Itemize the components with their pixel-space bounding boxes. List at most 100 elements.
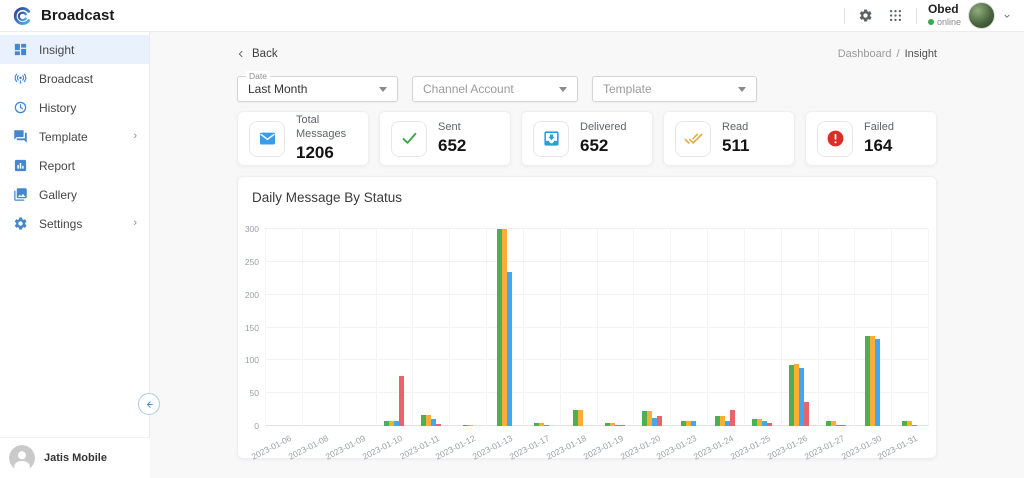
bar-group[interactable] xyxy=(449,229,486,426)
bar-delivered[interactable] xyxy=(578,409,584,426)
bar-read[interactable] xyxy=(875,338,881,426)
bar-read[interactable] xyxy=(911,425,917,426)
bar-read[interactable] xyxy=(799,368,804,426)
bar-group[interactable] xyxy=(891,229,928,426)
bar-group[interactable] xyxy=(486,229,523,426)
bar-group[interactable] xyxy=(560,229,597,426)
bar-delivered[interactable] xyxy=(467,425,473,426)
sidebar-collapse-button[interactable] xyxy=(138,393,160,415)
user-menu[interactable]: Obed online xyxy=(927,2,1012,29)
bar-group[interactable] xyxy=(412,229,449,426)
bar-sent[interactable] xyxy=(533,423,539,426)
sidebar-item-report[interactable]: Report xyxy=(0,151,149,180)
template-select[interactable]: Template xyxy=(592,76,757,102)
breadcrumb-dashboard[interactable]: Dashboard xyxy=(837,48,892,60)
bar-sent[interactable] xyxy=(901,420,907,426)
bar-delivered[interactable] xyxy=(646,410,652,426)
error-circle-icon xyxy=(817,120,853,157)
bar-group[interactable] xyxy=(707,229,744,426)
bar-group[interactable] xyxy=(596,229,633,426)
bar-delivered[interactable] xyxy=(388,420,394,426)
bar-sent[interactable] xyxy=(825,420,831,426)
bar-group[interactable] xyxy=(633,229,670,426)
bar-group[interactable] xyxy=(781,229,818,426)
bar-failed[interactable] xyxy=(543,424,549,426)
sidebar-item-template[interactable]: Template › xyxy=(0,122,149,151)
bar-delivered[interactable] xyxy=(609,422,615,426)
bar-failed[interactable] xyxy=(398,376,404,426)
org-avatar xyxy=(9,445,35,471)
settings-gear-button[interactable] xyxy=(856,6,875,25)
stat-value: 511 xyxy=(722,135,750,155)
bar-delivered[interactable] xyxy=(794,363,799,426)
bar-failed[interactable] xyxy=(656,416,662,426)
sidebar-item-gallery[interactable]: Gallery xyxy=(0,180,149,209)
bar-read[interactable] xyxy=(762,421,768,426)
bar-group[interactable] xyxy=(375,229,412,426)
bar-delivered[interactable] xyxy=(906,420,912,426)
user-avatar[interactable] xyxy=(968,2,995,29)
channel-account-select[interactable]: Channel Account xyxy=(412,76,578,102)
bar-failed[interactable] xyxy=(619,425,625,426)
bar-group[interactable] xyxy=(817,229,854,426)
bar-sent[interactable] xyxy=(752,419,758,426)
date-filter-select[interactable]: Date Last Month xyxy=(237,71,398,102)
bar-delivered[interactable] xyxy=(501,229,507,426)
bar-delivered[interactable] xyxy=(830,420,836,426)
x-tick-label: 2023-01-30 xyxy=(839,433,883,462)
bar-group[interactable] xyxy=(523,229,560,426)
back-button[interactable]: Back xyxy=(237,48,278,60)
bar-group[interactable] xyxy=(302,229,339,426)
chart-y-ticks: 0 50 100 150 200 250 300 xyxy=(245,224,928,431)
bar-sent[interactable] xyxy=(496,229,502,426)
bar-sent[interactable] xyxy=(383,420,389,426)
bar-failed[interactable] xyxy=(435,424,441,426)
gridline-vertical xyxy=(780,229,782,426)
sidebar-item-label: Gallery xyxy=(39,187,78,202)
sidebar-item-label: Report xyxy=(39,158,76,173)
gridline-vertical xyxy=(449,229,451,426)
bar-sent[interactable] xyxy=(641,410,647,426)
bar-group[interactable] xyxy=(339,229,376,426)
bar-sent[interactable] xyxy=(681,420,687,426)
toolbar-row: Back Dashboard / Insight xyxy=(237,45,937,63)
bar-failed[interactable] xyxy=(730,410,736,426)
bar-failed[interactable] xyxy=(840,424,846,426)
sidebar-item-settings[interactable]: Settings › xyxy=(0,209,149,238)
bar-delivered[interactable] xyxy=(757,419,763,426)
sidebar-item-history[interactable]: History xyxy=(0,93,149,122)
bar-group[interactable] xyxy=(670,229,707,426)
sidebar-item-broadcast[interactable]: Broadcast xyxy=(0,64,149,93)
bar-sent[interactable] xyxy=(604,422,610,426)
bar-failed[interactable] xyxy=(767,423,773,426)
bar-read[interactable] xyxy=(691,420,697,426)
y-tick-label: 200 xyxy=(244,289,259,300)
sidebar-item-insight[interactable]: Insight xyxy=(0,35,149,64)
x-tick-label: 2023-01-11 xyxy=(397,433,441,462)
chevron-left-icon xyxy=(238,50,243,58)
bar-read[interactable] xyxy=(725,421,731,426)
bar-failed[interactable] xyxy=(804,401,809,426)
bar-read[interactable] xyxy=(835,424,841,426)
bar-delivered[interactable] xyxy=(870,336,876,426)
bar-read[interactable] xyxy=(430,419,436,426)
bar-sent[interactable] xyxy=(715,415,721,426)
bar-sent[interactable] xyxy=(573,409,579,426)
bar-group[interactable] xyxy=(265,229,302,426)
bar-group[interactable] xyxy=(744,229,781,426)
bar-delivered[interactable] xyxy=(720,415,726,426)
bar-read[interactable] xyxy=(393,420,399,426)
bar-delivered[interactable] xyxy=(686,420,692,426)
bar-sent[interactable] xyxy=(420,414,426,426)
bar-read[interactable] xyxy=(614,424,620,426)
bar-read[interactable] xyxy=(506,271,512,426)
apps-grid-button[interactable] xyxy=(886,6,905,25)
bar-group[interactable] xyxy=(854,229,891,426)
bar-delivered[interactable] xyxy=(425,414,431,426)
stat-card-sent: Sent 652 xyxy=(379,111,511,166)
bar-sent[interactable] xyxy=(462,425,468,426)
bar-delivered[interactable] xyxy=(538,423,544,426)
bar-read[interactable] xyxy=(651,418,657,426)
bar-sent[interactable] xyxy=(865,336,871,426)
bar-sent[interactable] xyxy=(789,364,794,426)
